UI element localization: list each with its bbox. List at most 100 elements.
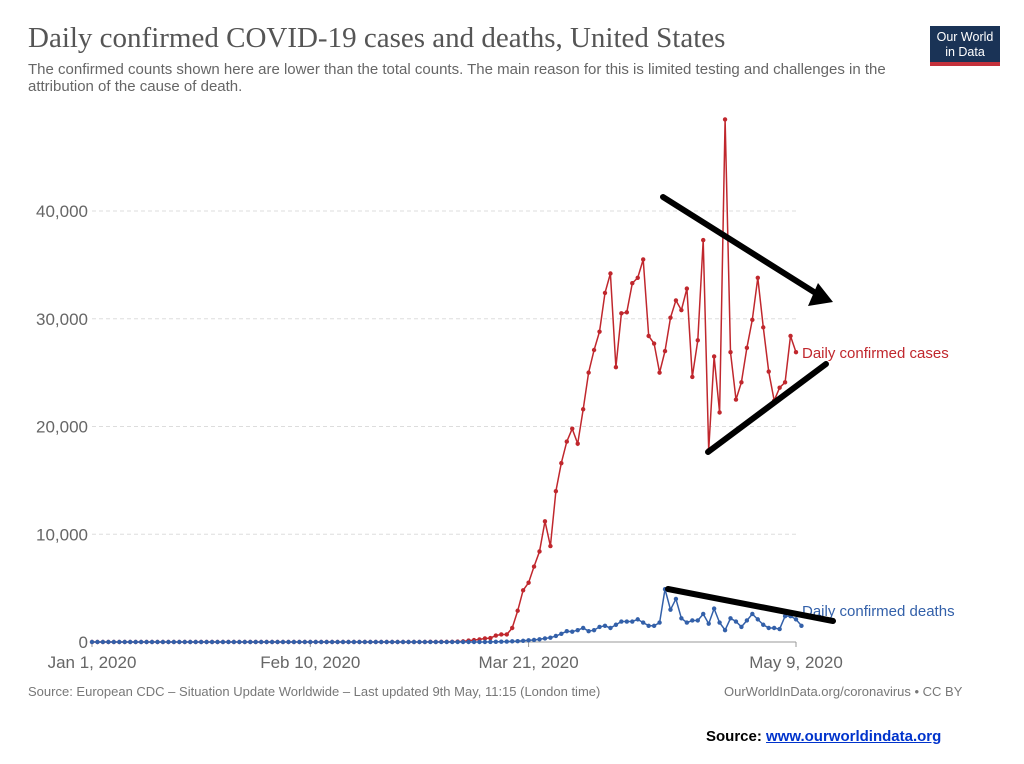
- cases-point: [684, 286, 690, 291]
- deaths-point: [624, 619, 630, 624]
- cases-point: [711, 354, 717, 359]
- source-note-link[interactable]: www.ourworldindata.org: [766, 728, 942, 745]
- deaths-point: [635, 617, 640, 622]
- cases-line: [92, 119, 797, 643]
- cases-point: [608, 271, 613, 276]
- cases-point: [482, 636, 488, 641]
- deaths-point: [357, 639, 362, 645]
- x-tick-label: May 9, 2020: [749, 653, 843, 672]
- deaths-point: [313, 639, 318, 645]
- deaths-point: [111, 639, 117, 645]
- deaths-point: [182, 639, 187, 645]
- deaths-point: [253, 639, 258, 645]
- deaths-point: [515, 638, 520, 644]
- cases-point: [619, 311, 624, 316]
- deaths-point: [586, 629, 591, 634]
- deaths-point: [722, 627, 728, 633]
- deaths-point: [695, 618, 700, 623]
- cases-point: [722, 117, 728, 122]
- deaths-point: [400, 639, 406, 645]
- deaths-point: [559, 631, 564, 637]
- deaths-point: [444, 639, 449, 645]
- cases-point: [695, 338, 700, 343]
- deaths-point: [406, 639, 411, 645]
- deaths-point: [231, 639, 237, 645]
- deaths-point: [308, 639, 313, 645]
- deaths-point: [488, 639, 493, 645]
- logo-line-2: in Data: [945, 45, 985, 59]
- chart-title: Daily confirmed COVID-19 cases and death…: [28, 22, 726, 54]
- cases-point: [635, 275, 640, 281]
- cases-point: [515, 608, 520, 613]
- logo-line-1: Our World: [936, 30, 994, 44]
- deaths-point: [613, 622, 619, 627]
- deaths-point: [128, 639, 133, 645]
- deaths-point: [684, 620, 690, 625]
- deaths-point: [95, 639, 100, 645]
- deaths-point: [455, 639, 460, 645]
- deaths-point: [368, 639, 373, 645]
- cases-point: [537, 549, 542, 554]
- deaths-point: [750, 611, 755, 617]
- cases-point: [739, 380, 744, 385]
- footer-source: Source: European CDC – Situation Update …: [28, 684, 601, 699]
- cases-point: [531, 564, 537, 569]
- deaths-point: [477, 639, 482, 645]
- cases-point: [679, 307, 684, 313]
- deaths-point: [160, 639, 166, 645]
- cases-point: [657, 370, 662, 375]
- deaths-point: [248, 639, 253, 645]
- cases-point: [717, 410, 722, 415]
- deaths-point: [122, 639, 127, 645]
- owid-logo[interactable]: Our World in Data: [930, 26, 1000, 66]
- deaths-point: [144, 639, 149, 645]
- source-note-label: Source:: [706, 728, 762, 745]
- cases-series-label: Daily confirmed cases: [802, 345, 949, 362]
- deaths-point: [133, 639, 138, 645]
- cases-point: [662, 348, 668, 354]
- deaths-point: [570, 629, 575, 634]
- deaths-point: [646, 623, 651, 629]
- cases-point: [542, 519, 548, 524]
- deaths-point: [417, 639, 422, 645]
- deaths-point: [198, 639, 204, 645]
- deaths-point: [755, 617, 760, 622]
- y-tick-label: 20,000: [36, 418, 88, 437]
- deaths-point: [193, 639, 198, 645]
- cases-point: [755, 275, 760, 281]
- trend-arrow-shaft: [660, 194, 817, 295]
- deaths-point: [258, 639, 264, 645]
- cases-point: [564, 439, 569, 444]
- cases-point: [766, 369, 771, 374]
- deaths-point: [226, 639, 231, 645]
- deaths-point: [564, 629, 569, 634]
- cases-point: [777, 385, 782, 390]
- deaths-point: [346, 639, 351, 645]
- cases-point: [504, 632, 509, 637]
- deaths-point: [537, 637, 542, 642]
- footer-license[interactable]: OurWorldInData.org/coronavirus • CC BY: [724, 684, 963, 699]
- cases-point: [548, 543, 553, 549]
- x-tick-label: Mar 21, 2020: [478, 653, 578, 672]
- deaths-point: [460, 639, 466, 645]
- x-tick-label: Jan 1, 2020: [48, 653, 137, 672]
- deaths-point: [619, 619, 624, 624]
- cases-point: [570, 426, 575, 431]
- chart-subtitle: The confirmed counts shown here are lowe…: [28, 61, 886, 95]
- cases-point: [510, 625, 515, 631]
- deaths-point: [717, 620, 722, 625]
- deaths-point: [668, 607, 673, 612]
- deaths-point: [679, 616, 684, 621]
- cases-point: [750, 317, 755, 323]
- deaths-point: [728, 616, 733, 621]
- deaths-point: [526, 638, 531, 643]
- deaths-point: [739, 624, 744, 630]
- deaths-point: [117, 639, 122, 645]
- deaths-point: [215, 639, 220, 645]
- deaths-point: [793, 617, 799, 622]
- deaths-point: [100, 639, 106, 645]
- cases-point: [788, 333, 793, 339]
- deaths-point: [329, 639, 335, 645]
- deaths-point: [188, 639, 193, 645]
- deaths-point: [395, 639, 400, 645]
